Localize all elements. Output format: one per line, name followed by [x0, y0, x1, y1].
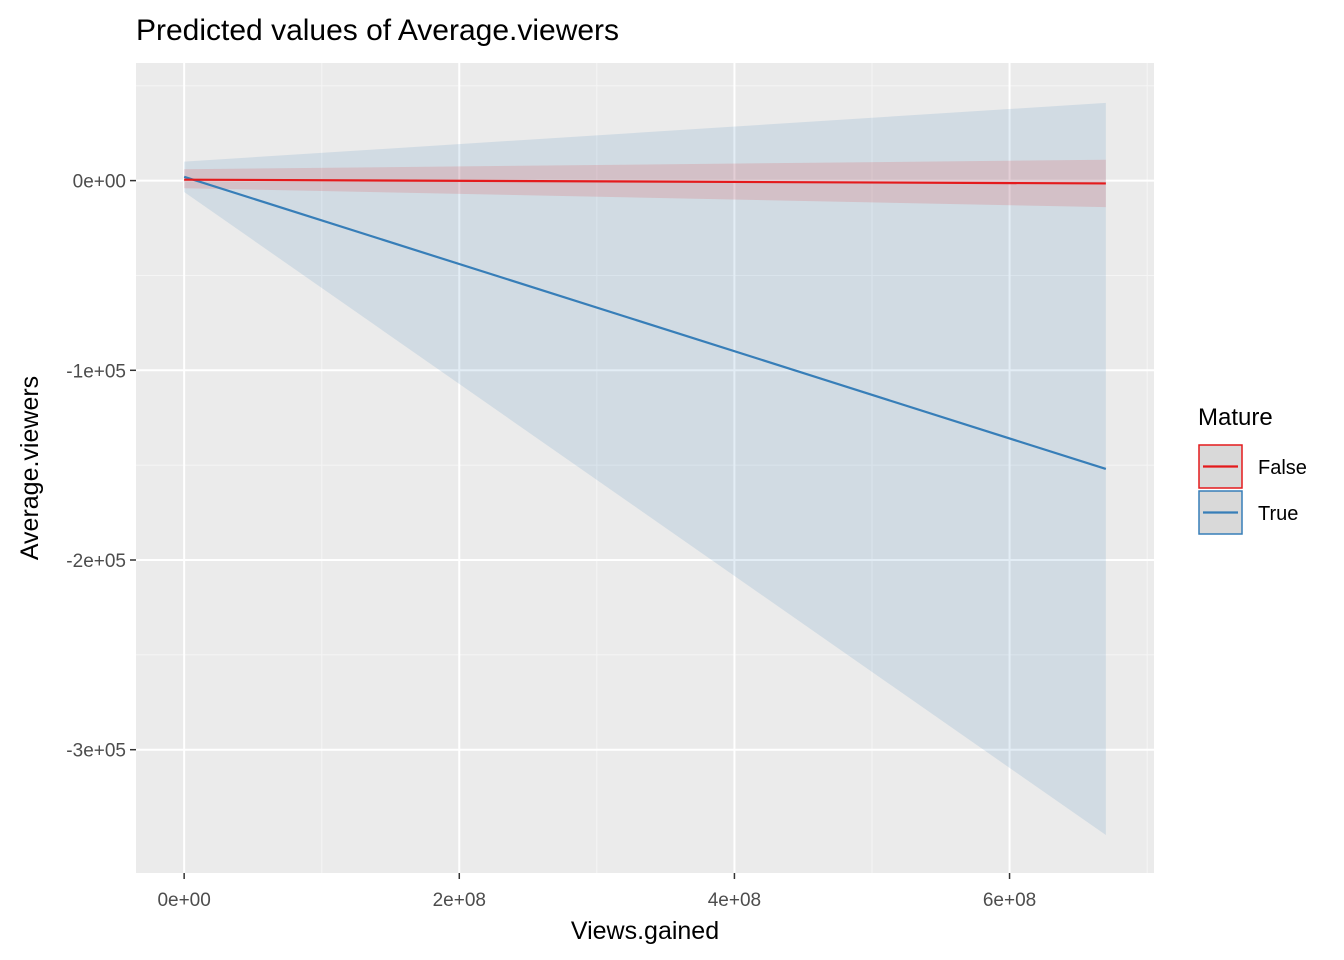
ribbon-true: [184, 102, 1106, 836]
x-axis-ticks: 0e+00 2e+08 4e+08 6e+08: [157, 873, 1036, 911]
x-tick-label: 6e+08: [983, 890, 1036, 911]
y-axis-title: Average.viewers: [16, 376, 44, 560]
x-axis-title: Views.gained: [571, 917, 719, 945]
y-tick-label: 0e+00: [73, 172, 126, 193]
series-lines: [183, 175, 1107, 470]
confidence-ribbons: [184, 102, 1106, 836]
y-tick-label: -1e+05: [66, 361, 126, 382]
chart-title: Predicted values of Average.viewers: [136, 14, 619, 47]
x-tick-label: 4e+08: [708, 890, 761, 911]
major-gridlines: [136, 63, 1154, 873]
minor-gridlines: [136, 63, 1154, 873]
line-true: [183, 175, 1107, 470]
legend-label-false: False: [1258, 457, 1307, 479]
legend-label-true: True: [1258, 503, 1298, 525]
y-tick-label: -2e+05: [66, 551, 126, 572]
ribbon-false: [184, 159, 1106, 208]
x-tick-label: 2e+08: [433, 890, 486, 911]
plot-panel: [136, 63, 1154, 873]
legend: Mature False True: [1198, 404, 1307, 535]
legend-title: Mature: [1198, 404, 1273, 431]
line-false: [184, 178, 1106, 185]
y-tick-label: -3e+05: [66, 741, 126, 762]
y-axis-ticks: 0e+00 -1e+05 -2e+05 -3e+05: [66, 172, 136, 762]
x-tick-label: 0e+00: [157, 890, 210, 911]
